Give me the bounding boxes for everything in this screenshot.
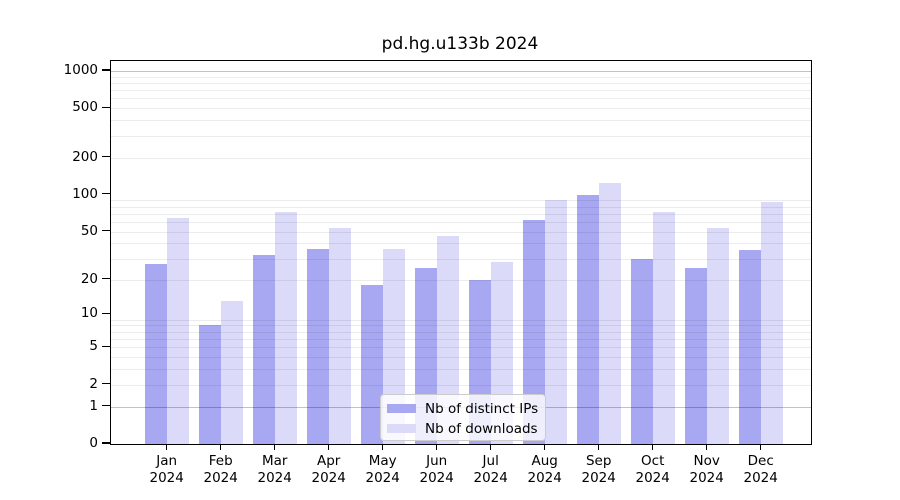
bar-dec-distinct-ips bbox=[738, 250, 761, 444]
y-tick-100 bbox=[102, 193, 110, 195]
x-tick-label-sep: Sep 2024 bbox=[581, 453, 616, 486]
bar-aug-downloads bbox=[544, 200, 567, 444]
x-tick-mar bbox=[274, 444, 276, 451]
x-tick-aug bbox=[544, 444, 546, 451]
x-tick-sep bbox=[598, 444, 600, 451]
x-tick-label-oct: Oct 2024 bbox=[635, 453, 670, 486]
x-tick-jun bbox=[436, 444, 438, 451]
legend-entry-distinct-ips: Nb of distinct IPs bbox=[387, 399, 545, 418]
bar-may-distinct-ips bbox=[360, 284, 383, 444]
y-tick-label-20: 20 bbox=[80, 270, 98, 287]
x-tick-label-jul: Jul 2024 bbox=[473, 453, 508, 486]
legend-label-downloads: Nb of downloads bbox=[425, 420, 538, 437]
bar-sep-downloads bbox=[598, 182, 621, 444]
y-tick-label-1000: 1000 bbox=[63, 61, 98, 78]
bar-sep-distinct-ips bbox=[576, 194, 599, 444]
gridline-400 bbox=[111, 120, 811, 122]
bar-apr-downloads bbox=[328, 227, 351, 444]
y-tick-0 bbox=[102, 442, 110, 444]
gridline-500 bbox=[111, 108, 811, 110]
bar-dec-downloads bbox=[760, 201, 783, 444]
y-tick-label-200: 200 bbox=[72, 148, 98, 165]
bar-feb-distinct-ips bbox=[198, 325, 221, 444]
x-tick-label-nov: Nov 2024 bbox=[689, 453, 724, 486]
gridline-800 bbox=[111, 82, 811, 84]
y-tick-label-2: 2 bbox=[89, 375, 98, 392]
x-tick-label-may: May 2024 bbox=[365, 453, 400, 486]
gridline-600 bbox=[111, 98, 811, 100]
legend: Nb of distinct IPs Nb of downloads bbox=[380, 394, 546, 441]
x-tick-oct bbox=[652, 444, 654, 451]
chart-title: pd.hg.u133b 2024 bbox=[381, 34, 539, 54]
bar-jan-downloads bbox=[166, 217, 189, 444]
legend-swatch-distinct-ips bbox=[387, 403, 416, 414]
y-tick-5 bbox=[102, 345, 110, 347]
y-tick-label-100: 100 bbox=[72, 185, 98, 202]
x-tick-label-mar: Mar 2024 bbox=[257, 453, 292, 486]
y-tick-label-10: 10 bbox=[80, 305, 98, 322]
x-tick-label-feb: Feb 2024 bbox=[203, 453, 238, 486]
bar-feb-downloads bbox=[220, 301, 243, 444]
bar-apr-distinct-ips bbox=[306, 248, 329, 444]
x-tick-label-jun: Jun 2024 bbox=[419, 453, 454, 486]
y-tick-1 bbox=[102, 404, 110, 407]
bar-aug-distinct-ips bbox=[522, 220, 545, 444]
y-tick-label-50: 50 bbox=[80, 222, 98, 239]
bar-mar-distinct-ips bbox=[252, 255, 275, 444]
y-tick-label-5: 5 bbox=[89, 338, 98, 355]
bar-oct-downloads bbox=[652, 212, 675, 444]
plot-area: Nb of distinct IPs Nb of downloads bbox=[110, 60, 812, 445]
y-tick-1000 bbox=[102, 69, 110, 71]
legend-swatch-downloads bbox=[387, 423, 416, 434]
y-tick-200 bbox=[102, 155, 110, 158]
x-tick-apr bbox=[328, 444, 330, 451]
x-tick-nov bbox=[706, 444, 708, 451]
y-tick-10 bbox=[102, 312, 110, 315]
y-tick-label-1: 1 bbox=[89, 397, 98, 414]
gridline-70 bbox=[111, 213, 811, 215]
x-tick-jan bbox=[166, 444, 168, 451]
x-tick-may bbox=[382, 444, 384, 451]
gridline-80 bbox=[111, 206, 811, 208]
legend-label-distinct-ips: Nb of distinct IPs bbox=[425, 400, 539, 417]
x-tick-dec bbox=[760, 444, 762, 451]
x-tick-label-aug: Aug 2024 bbox=[527, 453, 562, 486]
legend-entry-downloads: Nb of downloads bbox=[387, 419, 545, 438]
y-tick-500 bbox=[102, 106, 110, 108]
bar-oct-distinct-ips bbox=[630, 258, 653, 444]
y-tick-50 bbox=[102, 229, 110, 232]
bar-nov-distinct-ips bbox=[684, 268, 707, 444]
gridline-900 bbox=[111, 76, 811, 78]
gridline-300 bbox=[111, 135, 811, 137]
gridline-60 bbox=[111, 221, 811, 223]
x-tick-label-apr: Apr 2024 bbox=[311, 453, 346, 486]
gridline-700 bbox=[111, 90, 811, 92]
x-tick-jul bbox=[490, 444, 492, 451]
y-tick-label-500: 500 bbox=[72, 99, 98, 116]
y-tick-2 bbox=[102, 382, 110, 385]
bar-jun-downloads bbox=[436, 236, 459, 444]
bar-nov-downloads bbox=[706, 227, 729, 444]
gridline-1000 bbox=[111, 70, 811, 72]
x-tick-label-jan: Jan 2024 bbox=[149, 453, 184, 486]
gridline-90 bbox=[111, 200, 811, 202]
y-tick-20 bbox=[102, 277, 110, 280]
bar-jan-distinct-ips bbox=[144, 264, 167, 444]
bar-mar-downloads bbox=[274, 212, 297, 444]
y-tick-label-0: 0 bbox=[89, 435, 98, 451]
x-tick-label-dec: Dec 2024 bbox=[743, 453, 778, 486]
x-tick-feb bbox=[220, 444, 222, 451]
gridline-200 bbox=[111, 157, 811, 159]
